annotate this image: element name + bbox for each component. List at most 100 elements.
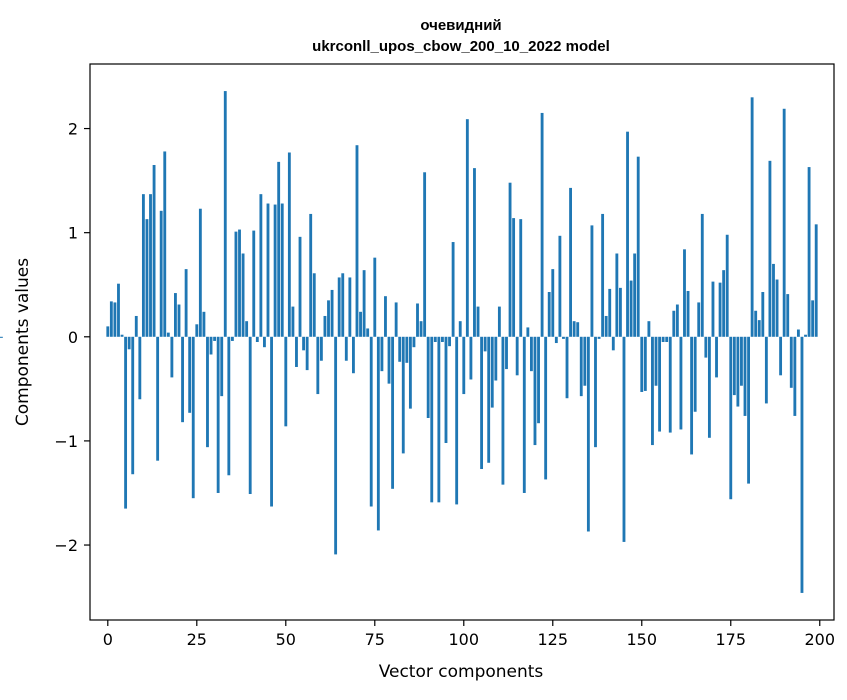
bar xyxy=(711,281,715,337)
bar xyxy=(344,336,348,361)
bar xyxy=(490,336,494,408)
bar xyxy=(270,336,273,507)
bar xyxy=(252,230,256,337)
bar xyxy=(220,336,224,397)
bar xyxy=(643,336,647,391)
bar xyxy=(401,336,405,454)
bar xyxy=(686,290,690,337)
bar xyxy=(497,306,501,337)
bar xyxy=(387,336,391,384)
bar xyxy=(693,336,697,412)
bar xyxy=(704,336,708,358)
bar xyxy=(408,336,412,409)
bar xyxy=(569,187,572,337)
bar xyxy=(266,203,270,337)
bar xyxy=(732,336,736,396)
bar xyxy=(512,218,516,337)
bar xyxy=(188,336,192,413)
bar xyxy=(191,336,195,499)
bar xyxy=(149,194,152,337)
x-tick-label: 150 xyxy=(626,630,657,649)
bar xyxy=(775,279,779,337)
bar xyxy=(312,273,316,337)
bar xyxy=(465,119,469,337)
x-tick-label: 25 xyxy=(187,630,207,649)
bar xyxy=(718,282,722,337)
bar xyxy=(348,277,352,337)
bar xyxy=(448,336,451,347)
bar xyxy=(672,310,676,337)
bar xyxy=(597,336,601,339)
bar xyxy=(487,336,491,463)
bar xyxy=(412,336,416,348)
bar xyxy=(437,336,441,503)
bar xyxy=(384,296,387,337)
bars-group xyxy=(0,91,818,593)
bar xyxy=(772,263,775,337)
bar xyxy=(483,336,487,352)
bar xyxy=(562,336,565,339)
bar xyxy=(174,293,177,337)
bar xyxy=(529,336,533,372)
bar xyxy=(359,311,362,337)
bar xyxy=(647,321,651,337)
bar xyxy=(789,336,793,388)
bar xyxy=(334,336,338,555)
bar xyxy=(469,336,473,380)
bar xyxy=(473,168,476,337)
bar xyxy=(341,273,345,337)
x-tick-label: 75 xyxy=(365,630,385,649)
bar xyxy=(376,336,380,531)
bar xyxy=(394,302,398,337)
bar xyxy=(216,336,220,493)
bar xyxy=(501,336,505,485)
bar xyxy=(764,336,768,404)
bar xyxy=(782,108,786,337)
bar xyxy=(455,336,459,505)
bar xyxy=(636,156,640,337)
bar xyxy=(786,294,790,337)
bar xyxy=(572,321,576,337)
bar xyxy=(369,336,373,507)
x-tick-label: 200 xyxy=(804,630,835,649)
bar xyxy=(668,336,672,433)
bar xyxy=(526,327,530,337)
bar xyxy=(540,112,544,337)
y-tick-label: 2 xyxy=(68,120,78,139)
bar xyxy=(658,336,661,432)
bar xyxy=(519,219,523,337)
bar xyxy=(533,336,537,446)
bar xyxy=(141,194,145,337)
bar xyxy=(633,253,637,337)
bar xyxy=(206,336,209,448)
x-tick-label: 50 xyxy=(276,630,296,649)
x-tick-label: 125 xyxy=(538,630,569,649)
bar xyxy=(707,336,711,438)
bar xyxy=(515,336,519,376)
bar xyxy=(156,336,160,461)
y-axis-label: Components values xyxy=(13,258,33,426)
bar xyxy=(665,336,669,342)
bar xyxy=(430,336,434,503)
bar xyxy=(480,336,484,470)
bar xyxy=(722,270,726,337)
bar xyxy=(213,336,217,341)
chart-title: очевидний xyxy=(420,17,501,34)
bar xyxy=(622,336,626,542)
bar xyxy=(373,257,377,337)
bar xyxy=(433,336,437,342)
bar xyxy=(804,334,807,337)
bar xyxy=(163,151,167,337)
bar xyxy=(508,182,512,337)
bar xyxy=(380,336,384,372)
bar xyxy=(337,277,341,337)
bar xyxy=(601,213,605,337)
bar xyxy=(576,322,580,337)
bar xyxy=(284,336,288,427)
bar xyxy=(757,320,761,337)
bar xyxy=(287,152,291,337)
x-tick-label: 0 xyxy=(103,630,113,649)
bar xyxy=(558,235,562,337)
bar xyxy=(309,213,313,337)
